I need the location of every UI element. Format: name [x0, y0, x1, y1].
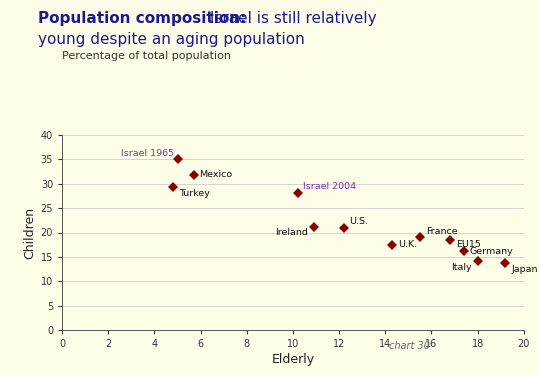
Text: young despite an aging population: young despite an aging population	[38, 32, 305, 47]
Text: Mexico: Mexico	[199, 171, 233, 180]
Text: Ireland: Ireland	[275, 228, 308, 237]
Text: Italy: Italy	[451, 263, 472, 272]
Text: EU15: EU15	[456, 240, 481, 249]
Y-axis label: Children: Children	[23, 206, 36, 259]
Text: U.K.: U.K.	[398, 240, 417, 249]
Text: Percentage of total population: Percentage of total population	[62, 51, 231, 61]
Text: U.S.: U.S.	[349, 217, 368, 226]
X-axis label: Elderly: Elderly	[272, 353, 314, 366]
Text: Israel 2004: Israel 2004	[303, 182, 356, 191]
Text: Germany: Germany	[470, 246, 514, 255]
Text: Population composition:: Population composition:	[38, 11, 246, 26]
Text: Israel 1965: Israel 1965	[121, 149, 174, 158]
Text: Japan: Japan	[511, 265, 538, 274]
Text: Turkey: Turkey	[179, 189, 210, 198]
Text: Israel is still relatively: Israel is still relatively	[205, 11, 377, 26]
Text: France: France	[426, 227, 457, 236]
Text: chart 30: chart 30	[389, 340, 430, 351]
